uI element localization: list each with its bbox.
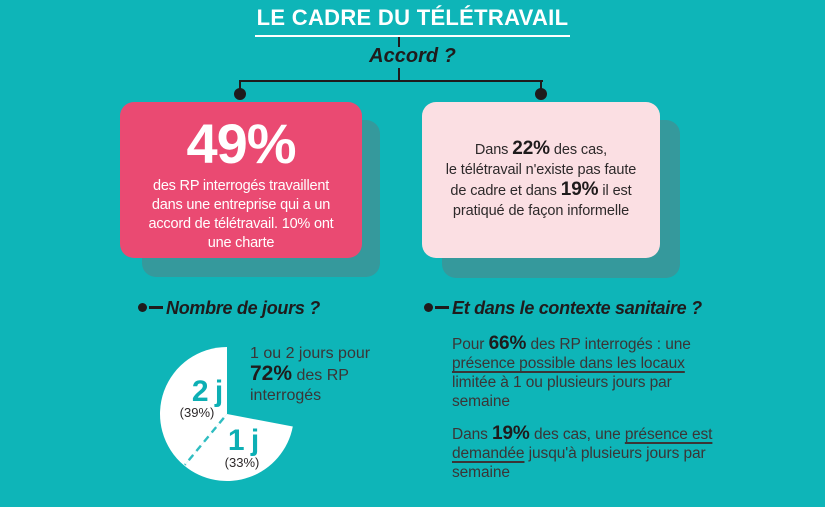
bullet-dash (435, 306, 449, 309)
underlined-phrase: présence possible dans les locaux (452, 355, 685, 372)
text-segment: une charte (207, 235, 275, 251)
text-segment: de cadre et dans (450, 183, 561, 199)
bullet-dash-icon (424, 303, 449, 312)
pie-label-1j: 1 j (228, 424, 258, 457)
accord-label: Accord ? (369, 45, 456, 67)
stat-19-percent-2: 19% (492, 423, 530, 444)
text-segment: le télétravail n'existe pas faute (445, 162, 637, 178)
accord-card-text: des RP interrogés travaillent dans une e… (120, 177, 362, 253)
text-segment: semaine (452, 464, 510, 481)
text-segment: des RP interrogés : une (526, 336, 691, 353)
sanitary-para-2: Dans 19% des cas, une présence est deman… (452, 424, 752, 482)
bullet-dash-icon (138, 303, 163, 312)
text-segment: il est (598, 183, 632, 199)
header: LE CADRE DU TÉLÉTRAVAIL (0, 5, 825, 37)
pie-label-2j: 2 j (192, 375, 222, 408)
text-segment: Dans (474, 142, 513, 158)
sanitary-column: Pour 66% des RP interrogés : une présenc… (452, 334, 752, 482)
text-segment: Dans (452, 426, 492, 443)
bullet-dot (138, 303, 147, 312)
text-segment: des cas, (549, 142, 608, 158)
text-segment: accord de télétravail. 10% ont (148, 216, 334, 232)
underlined-phrase: demandée (452, 445, 525, 462)
days-note: 1 ou 2 jours pour 72% des RP interrogés (250, 344, 370, 406)
tree-line-horizontal (239, 80, 543, 82)
underlined-phrase: présence est (624, 426, 713, 443)
pie-slices (160, 347, 293, 481)
bullet-dot (424, 303, 433, 312)
text-segment: des RP (292, 367, 349, 384)
accord-card: 49% des RP interrogés travaillent dans u… (120, 102, 362, 258)
text-segment: dans une entreprise qui a un (151, 197, 331, 213)
tree-line-accord (398, 68, 400, 81)
informal-card-text: Dans 22% des cas, le télétravail n'exist… (446, 139, 637, 221)
sanitary-para-1: Pour 66% des RP interrogés : une présenc… (452, 334, 752, 411)
tree-dot-left (234, 88, 246, 100)
tree-drop-right (540, 82, 542, 90)
stat-19-percent: 19% (560, 179, 599, 200)
text-segment: semaine (452, 393, 510, 410)
text-segment: des cas, une (529, 426, 625, 443)
pie-sublabel-2j: (39%) (180, 405, 215, 420)
pie-sublabel-1j: (33%) (225, 455, 260, 470)
text-segment: des RP interrogés travaillent (152, 178, 330, 194)
text-segment: 1 ou 2 jours pour (250, 345, 371, 362)
stat-66-percent: 66% (488, 333, 527, 354)
footer-strip (0, 507, 825, 513)
accord-stat: 49% (186, 112, 296, 175)
sanitary-heading: Et dans le contexte sanitaire ? (452, 298, 702, 318)
tree-dot-right (535, 88, 547, 100)
tree-line-title (398, 37, 400, 47)
text-segment: pratiqué de façon informelle (452, 203, 630, 219)
stat-22-percent: 22% (512, 138, 550, 159)
text-segment: interrogés (250, 387, 322, 404)
text-segment: limitée à 1 ou plusieurs jours par (452, 374, 672, 391)
informal-card: Dans 22% des cas, le télétravail n'exist… (422, 102, 660, 258)
bullet-dash (149, 306, 163, 309)
days-pie: 2 j (39%) 1 j (33%) (160, 347, 293, 481)
days-heading: Nombre de jours ? (166, 298, 320, 318)
stat-72-percent: 72% (250, 362, 293, 385)
text-segment: jusqu'à plusieurs jours par (524, 445, 706, 462)
tree-drop-left (239, 82, 241, 90)
text-segment: Pour (452, 336, 489, 353)
page-title: LE CADRE DU TÉLÉTRAVAIL (254, 5, 571, 37)
